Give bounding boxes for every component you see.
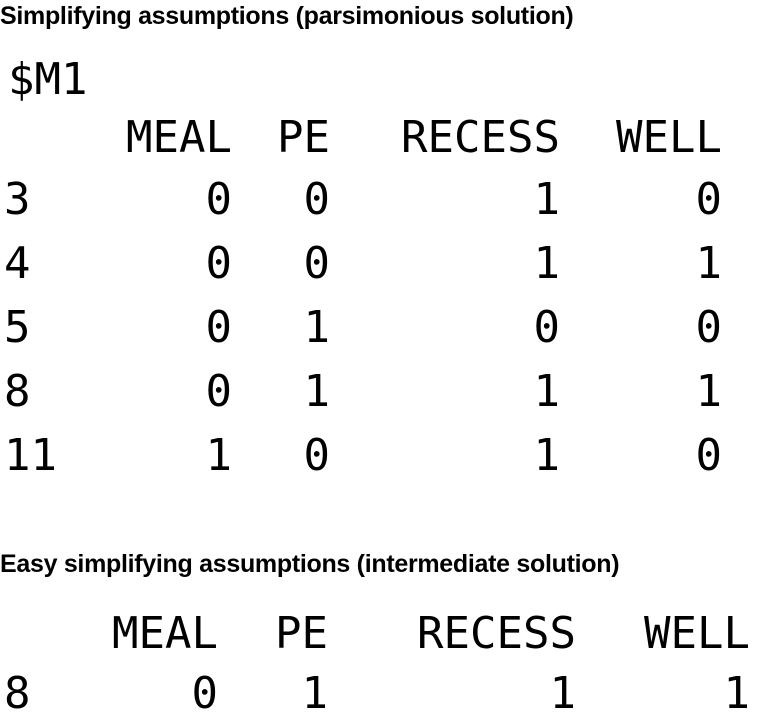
intermediate-heading: Easy simplifying assumptions (intermedia…: [0, 550, 620, 578]
cell-recess: 0: [533, 302, 561, 353]
cell-well: 1: [723, 668, 751, 719]
cell-well: 0: [695, 302, 723, 353]
cell-meal: 0: [191, 668, 219, 719]
column-header-meal: MEAL: [112, 608, 218, 659]
row-label: 11: [4, 430, 57, 481]
column-header-pe: PE: [275, 608, 328, 659]
list-name: $M1: [8, 54, 88, 105]
cell-well: 0: [695, 174, 723, 225]
cell-pe: 1: [303, 302, 331, 353]
row-label: 5: [4, 302, 31, 353]
cell-recess: 1: [533, 430, 561, 481]
column-header-well: WELL: [616, 112, 722, 163]
cell-pe: 1: [301, 668, 329, 719]
row-label: 8: [4, 668, 31, 719]
column-header-recess: RECESS: [401, 112, 560, 163]
cell-recess: 1: [533, 366, 561, 417]
cell-recess: 1: [533, 238, 561, 289]
column-header-pe: PE: [277, 112, 330, 163]
cell-pe: 1: [303, 366, 331, 417]
cell-meal: 1: [205, 430, 233, 481]
parsimonious-heading: Simplifying assumptions (parsimonious so…: [0, 2, 574, 30]
row-label: 4: [4, 238, 31, 289]
cell-recess: 1: [533, 174, 561, 225]
cell-meal: 0: [205, 238, 233, 289]
row-label: 3: [4, 174, 31, 225]
cell-pe: 0: [303, 238, 331, 289]
cell-meal: 0: [205, 366, 233, 417]
column-header-well: WELL: [644, 608, 750, 659]
cell-well: 0: [695, 430, 723, 481]
cell-well: 1: [695, 238, 723, 289]
cell-pe: 0: [303, 430, 331, 481]
cell-well: 1: [695, 366, 723, 417]
cell-meal: 0: [205, 302, 233, 353]
cell-meal: 0: [205, 174, 233, 225]
cell-recess: 1: [549, 668, 577, 719]
row-label: 8: [4, 366, 31, 417]
column-header-recess: RECESS: [417, 608, 576, 659]
cell-pe: 0: [303, 174, 331, 225]
column-header-meal: MEAL: [126, 112, 232, 163]
